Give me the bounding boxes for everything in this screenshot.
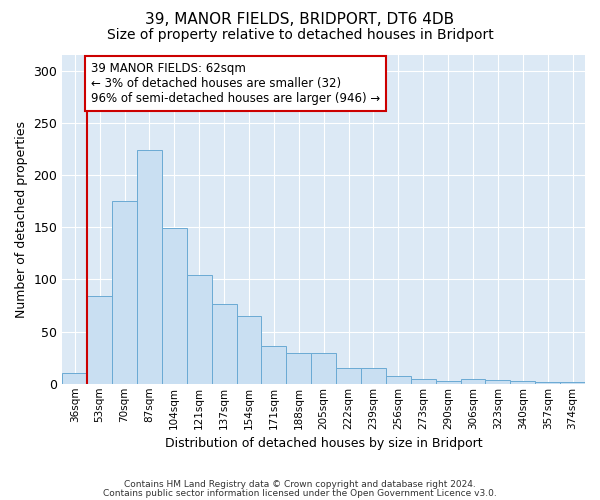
- Text: 39 MANOR FIELDS: 62sqm
← 3% of detached houses are smaller (32)
96% of semi-deta: 39 MANOR FIELDS: 62sqm ← 3% of detached …: [91, 62, 380, 106]
- Bar: [187, 275, 212, 384]
- Text: 39, MANOR FIELDS, BRIDPORT, DT6 4DB: 39, MANOR FIELDS, BRIDPORT, DT6 4DB: [145, 12, 455, 28]
- Text: Contains public sector information licensed under the Open Government Licence v3: Contains public sector information licen…: [103, 490, 497, 498]
- Bar: [535, 382, 560, 384]
- Bar: [236, 316, 262, 384]
- Y-axis label: Number of detached properties: Number of detached properties: [15, 121, 28, 318]
- Bar: [336, 368, 361, 384]
- Bar: [262, 346, 286, 384]
- Bar: [461, 378, 485, 384]
- Bar: [137, 150, 162, 384]
- Bar: [87, 296, 112, 384]
- Bar: [286, 354, 311, 384]
- Bar: [112, 201, 137, 384]
- Bar: [411, 378, 436, 384]
- Bar: [62, 374, 87, 384]
- Text: Contains HM Land Registry data © Crown copyright and database right 2024.: Contains HM Land Registry data © Crown c…: [124, 480, 476, 489]
- Bar: [361, 368, 386, 384]
- Bar: [485, 380, 511, 384]
- Bar: [311, 354, 336, 384]
- Bar: [560, 382, 585, 384]
- Bar: [162, 228, 187, 384]
- Bar: [212, 304, 236, 384]
- Bar: [386, 376, 411, 384]
- Text: Size of property relative to detached houses in Bridport: Size of property relative to detached ho…: [107, 28, 493, 42]
- X-axis label: Distribution of detached houses by size in Bridport: Distribution of detached houses by size …: [165, 437, 482, 450]
- Bar: [436, 380, 461, 384]
- Bar: [511, 380, 535, 384]
